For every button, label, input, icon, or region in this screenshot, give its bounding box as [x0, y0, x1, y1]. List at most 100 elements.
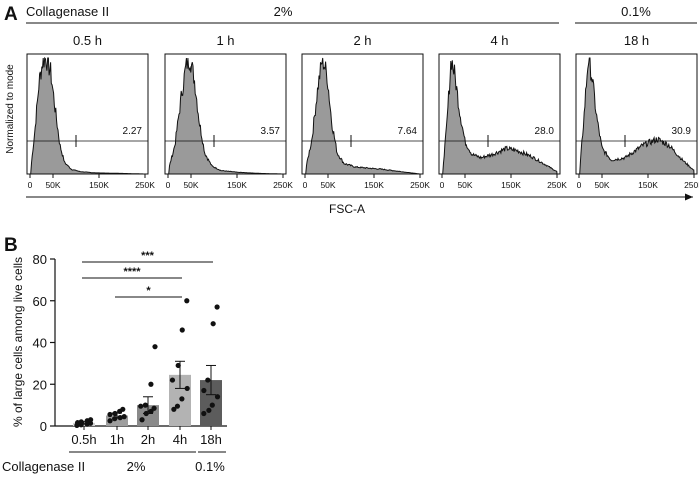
category-label: 2h — [141, 432, 155, 447]
bar-chart-y-label: % of large cells among live cells — [11, 257, 25, 427]
y-tick-label: 0 — [40, 419, 47, 434]
significance-label: **** — [123, 266, 141, 278]
data-point — [171, 406, 177, 412]
histogram-panel: 2 h 7.64 0 50K 150K 250K — [301, 33, 430, 190]
y-tick-label: 80 — [33, 252, 47, 267]
data-point — [138, 403, 144, 409]
histogram-y-label: Normalized to mode — [5, 64, 16, 154]
x-tick-label: 50K — [183, 180, 198, 190]
histogram-area — [30, 56, 145, 175]
category-label: 0.5h — [71, 432, 96, 447]
histogram-panel: 4 h 28.0 0 50K 150K 250K — [438, 33, 567, 190]
histogram-panel: 0.5 h 2.27 0 50K 150K 250K — [26, 33, 155, 190]
data-point — [184, 298, 190, 304]
histogram-title: 1 h — [216, 33, 234, 48]
data-point — [112, 410, 118, 417]
histogram-title: 4 h — [490, 33, 508, 48]
histogram-title: 18 h — [624, 33, 649, 48]
x-tick-label: 0 — [577, 180, 582, 190]
x-tick-label: 250K — [410, 180, 430, 190]
x-tick-label: 150K — [364, 180, 384, 190]
significance-label: *** — [141, 250, 155, 262]
data-point — [151, 405, 157, 411]
gate-value: 28.0 — [535, 126, 555, 137]
histogram-title: 2 h — [353, 33, 371, 48]
data-point — [117, 415, 123, 421]
data-point — [214, 394, 221, 400]
group-label-01pct-bottom: 0.1% — [195, 459, 225, 474]
histogram-area — [442, 60, 558, 175]
x-tick-label: 150K — [89, 180, 109, 190]
category-label: 1h — [110, 432, 124, 447]
x-tick-label: 250K — [684, 180, 699, 190]
data-point — [139, 417, 145, 423]
data-point — [143, 410, 149, 417]
data-point — [120, 406, 126, 412]
data-point — [169, 377, 176, 383]
histogram-area — [305, 57, 420, 175]
data-point — [175, 362, 181, 369]
data-point — [152, 344, 158, 350]
data-point — [184, 385, 190, 392]
data-point — [121, 414, 127, 420]
x-tick-label: 50K — [320, 180, 335, 190]
data-point — [206, 407, 212, 413]
gate-value: 30.9 — [672, 126, 692, 137]
data-point — [209, 402, 215, 408]
data-point — [205, 377, 211, 383]
histogram-title: 0.5 h — [73, 33, 102, 48]
data-point — [214, 304, 220, 310]
data-point — [201, 387, 207, 394]
data-point — [88, 417, 94, 423]
group-label-01pct-top: 0.1% — [621, 4, 651, 19]
data-point — [210, 321, 216, 327]
y-tick-label: 60 — [33, 294, 47, 309]
x-tick-label: 150K — [501, 180, 521, 190]
histogram-area — [579, 57, 695, 175]
x-tick-label: 50K — [45, 180, 60, 190]
data-point — [107, 411, 113, 418]
data-point — [112, 416, 118, 422]
data-point — [107, 418, 113, 424]
histogram-panel: 18 h 30.9 0 50K 150K 250K — [575, 33, 699, 190]
data-point — [78, 419, 84, 425]
group-label-2pct-bottom: 2% — [127, 459, 146, 474]
y-tick-label: 40 — [33, 336, 47, 351]
x-tick-label: 250K — [273, 180, 293, 190]
treatment-label-bottom: Collagenase II — [2, 459, 85, 474]
data-point — [148, 381, 154, 387]
data-point — [201, 410, 207, 417]
treatment-label-top: Collagenase II — [26, 4, 109, 19]
x-tick-label: 150K — [227, 180, 247, 190]
x-tick-label: 0 — [440, 180, 445, 190]
x-tick-label: 250K — [547, 180, 567, 190]
x-tick-label: 50K — [594, 180, 609, 190]
histogram-panels: 0.5 h 2.27 0 50K 150K 250K 1 h 3.57 0 50K 150K 250K… — [26, 33, 699, 190]
x-tick-label: 150K — [638, 180, 658, 190]
y-tick-label: 20 — [33, 377, 47, 392]
bar — [106, 415, 128, 426]
x-tick-label: 50K — [457, 180, 472, 190]
panel-label-b: B — [4, 235, 18, 256]
data-point — [174, 403, 181, 409]
significance-label: * — [146, 285, 151, 297]
gate-value: 7.64 — [398, 126, 418, 137]
category-label: 4h — [173, 432, 187, 447]
x-tick-label: 250K — [135, 180, 155, 190]
gate-value: 2.27 — [123, 126, 143, 137]
fsc-axis-arrowhead — [685, 193, 693, 201]
x-tick-label: 0 — [28, 180, 33, 190]
fsc-axis-label: FSC-A — [329, 202, 365, 216]
histogram-area — [168, 57, 283, 175]
panel-label-a: A — [4, 4, 18, 25]
histogram-panel: 1 h 3.57 0 50K 150K 250K — [164, 33, 293, 190]
data-point — [179, 396, 185, 402]
x-tick-label: 0 — [166, 180, 171, 190]
category-label: 18h — [200, 432, 222, 447]
x-tick-label: 0 — [303, 180, 308, 190]
gate-value: 3.57 — [261, 126, 281, 137]
data-point — [179, 327, 185, 333]
group-label-2pct-top: 2% — [274, 4, 293, 19]
